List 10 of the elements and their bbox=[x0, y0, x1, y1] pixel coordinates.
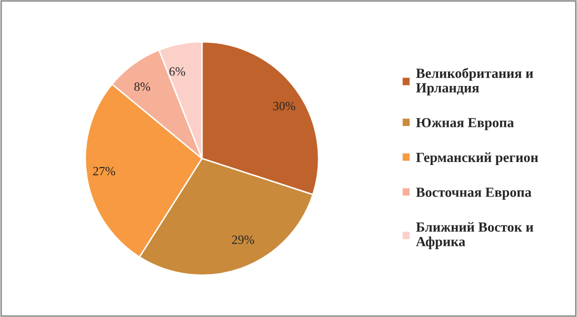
data-label: 29% bbox=[232, 236, 254, 244]
legend-label: Великобритания и Ирландия bbox=[416, 68, 534, 96]
legend-label: Южная Европа bbox=[416, 118, 514, 130]
data-label: 8% bbox=[134, 82, 150, 91]
legend-label: Германский регион bbox=[416, 152, 538, 165]
data-label: 27% bbox=[93, 166, 116, 176]
data-label: 30% bbox=[273, 102, 296, 110]
legend-label: Ближний Восток и Африка bbox=[416, 222, 534, 250]
data-label: 6% bbox=[169, 67, 186, 76]
legend-label: Восточная Европа bbox=[416, 188, 532, 200]
